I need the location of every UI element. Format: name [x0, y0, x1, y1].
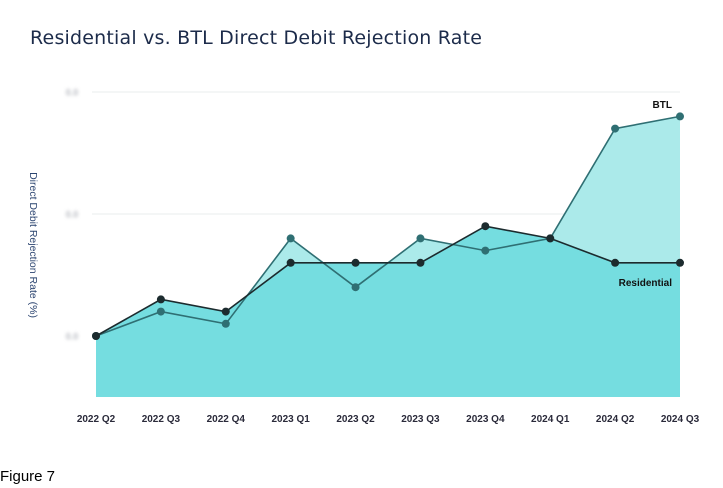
residential-point [92, 332, 100, 340]
x-axis-ticks: 2022 Q2 2022 Q3 2022 Q4 2023 Q1 2023 Q2 2023 … [77, 414, 700, 425]
x-tick-label: 2024 Q1 [531, 414, 570, 425]
btl-point [286, 234, 295, 243]
residential-point [416, 258, 425, 267]
residential-line [95, 225, 680, 337]
series-label-btl: BTL [653, 100, 672, 111]
x-tick-label: 2024 Q3 [661, 414, 700, 425]
btl-point [481, 246, 490, 255]
x-tick-label: 2023 Q2 [336, 414, 375, 425]
data-points [92, 112, 684, 340]
x-tick-label: 2023 Q4 [466, 414, 505, 425]
x-tick-label: 2022 Q2 [77, 414, 116, 425]
btl-point [416, 234, 425, 243]
y-tick-label: 0.0 [66, 332, 79, 342]
x-tick-label: 2023 Q3 [401, 414, 440, 425]
residential-point [611, 258, 620, 267]
x-tick-label: 2022 Q3 [142, 414, 181, 425]
figure-caption: Figure 7 [0, 468, 56, 485]
residential-area [96, 226, 680, 397]
x-tick-label: 2023 Q1 [271, 414, 310, 425]
residential-point [676, 258, 684, 267]
chart-title: Residential vs. BTL Direct Debit Rejecti… [30, 27, 483, 49]
y-tick-label: 0.0 [66, 88, 79, 98]
btl-point [351, 283, 360, 292]
btl-point [676, 112, 684, 121]
residential-point [481, 222, 490, 231]
x-tick-label: 2022 Q4 [207, 414, 246, 425]
series-label-residential: Residential [619, 278, 673, 289]
x-tick-label: 2024 Q2 [596, 414, 635, 425]
y-axis-label: Direct Debit Rejection Rate (%) [27, 172, 39, 318]
btl-point [611, 124, 620, 133]
btl-point [221, 319, 230, 328]
residential-point [286, 258, 295, 267]
residential-point [221, 307, 230, 316]
y-tick-label: 0.0 [66, 210, 79, 220]
residential-point [156, 295, 165, 304]
residential-point [546, 234, 555, 243]
area-fills [96, 116, 680, 398]
y-axis-ticks: 0.0 0.0 0.0 [66, 88, 79, 342]
series-lines [95, 115, 681, 337]
btl-point [156, 307, 165, 316]
residential-point [351, 258, 360, 267]
